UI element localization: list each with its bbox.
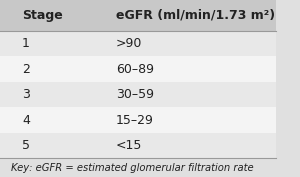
Bar: [0, 56, 276, 82]
Text: >90: >90: [116, 37, 142, 50]
Text: 1: 1: [22, 37, 30, 50]
Text: 5: 5: [22, 139, 30, 152]
Text: 60–89: 60–89: [116, 63, 154, 76]
Bar: [0, 133, 276, 158]
Bar: [0, 31, 276, 56]
Bar: [0, 82, 276, 107]
Text: 2: 2: [22, 63, 30, 76]
Text: 4: 4: [22, 114, 30, 127]
Text: 15–29: 15–29: [116, 114, 154, 127]
Bar: [0, 0, 276, 31]
Text: eGFR (ml/min/1.73 m²): eGFR (ml/min/1.73 m²): [116, 9, 275, 22]
Bar: [0, 158, 276, 177]
Text: 30–59: 30–59: [116, 88, 154, 101]
Bar: [0, 107, 276, 133]
Text: 3: 3: [22, 88, 30, 101]
Text: Key: eGFR = estimated glomerular filtration rate: Key: eGFR = estimated glomerular filtrat…: [11, 163, 254, 173]
Text: Stage: Stage: [22, 9, 63, 22]
Text: <15: <15: [116, 139, 142, 152]
